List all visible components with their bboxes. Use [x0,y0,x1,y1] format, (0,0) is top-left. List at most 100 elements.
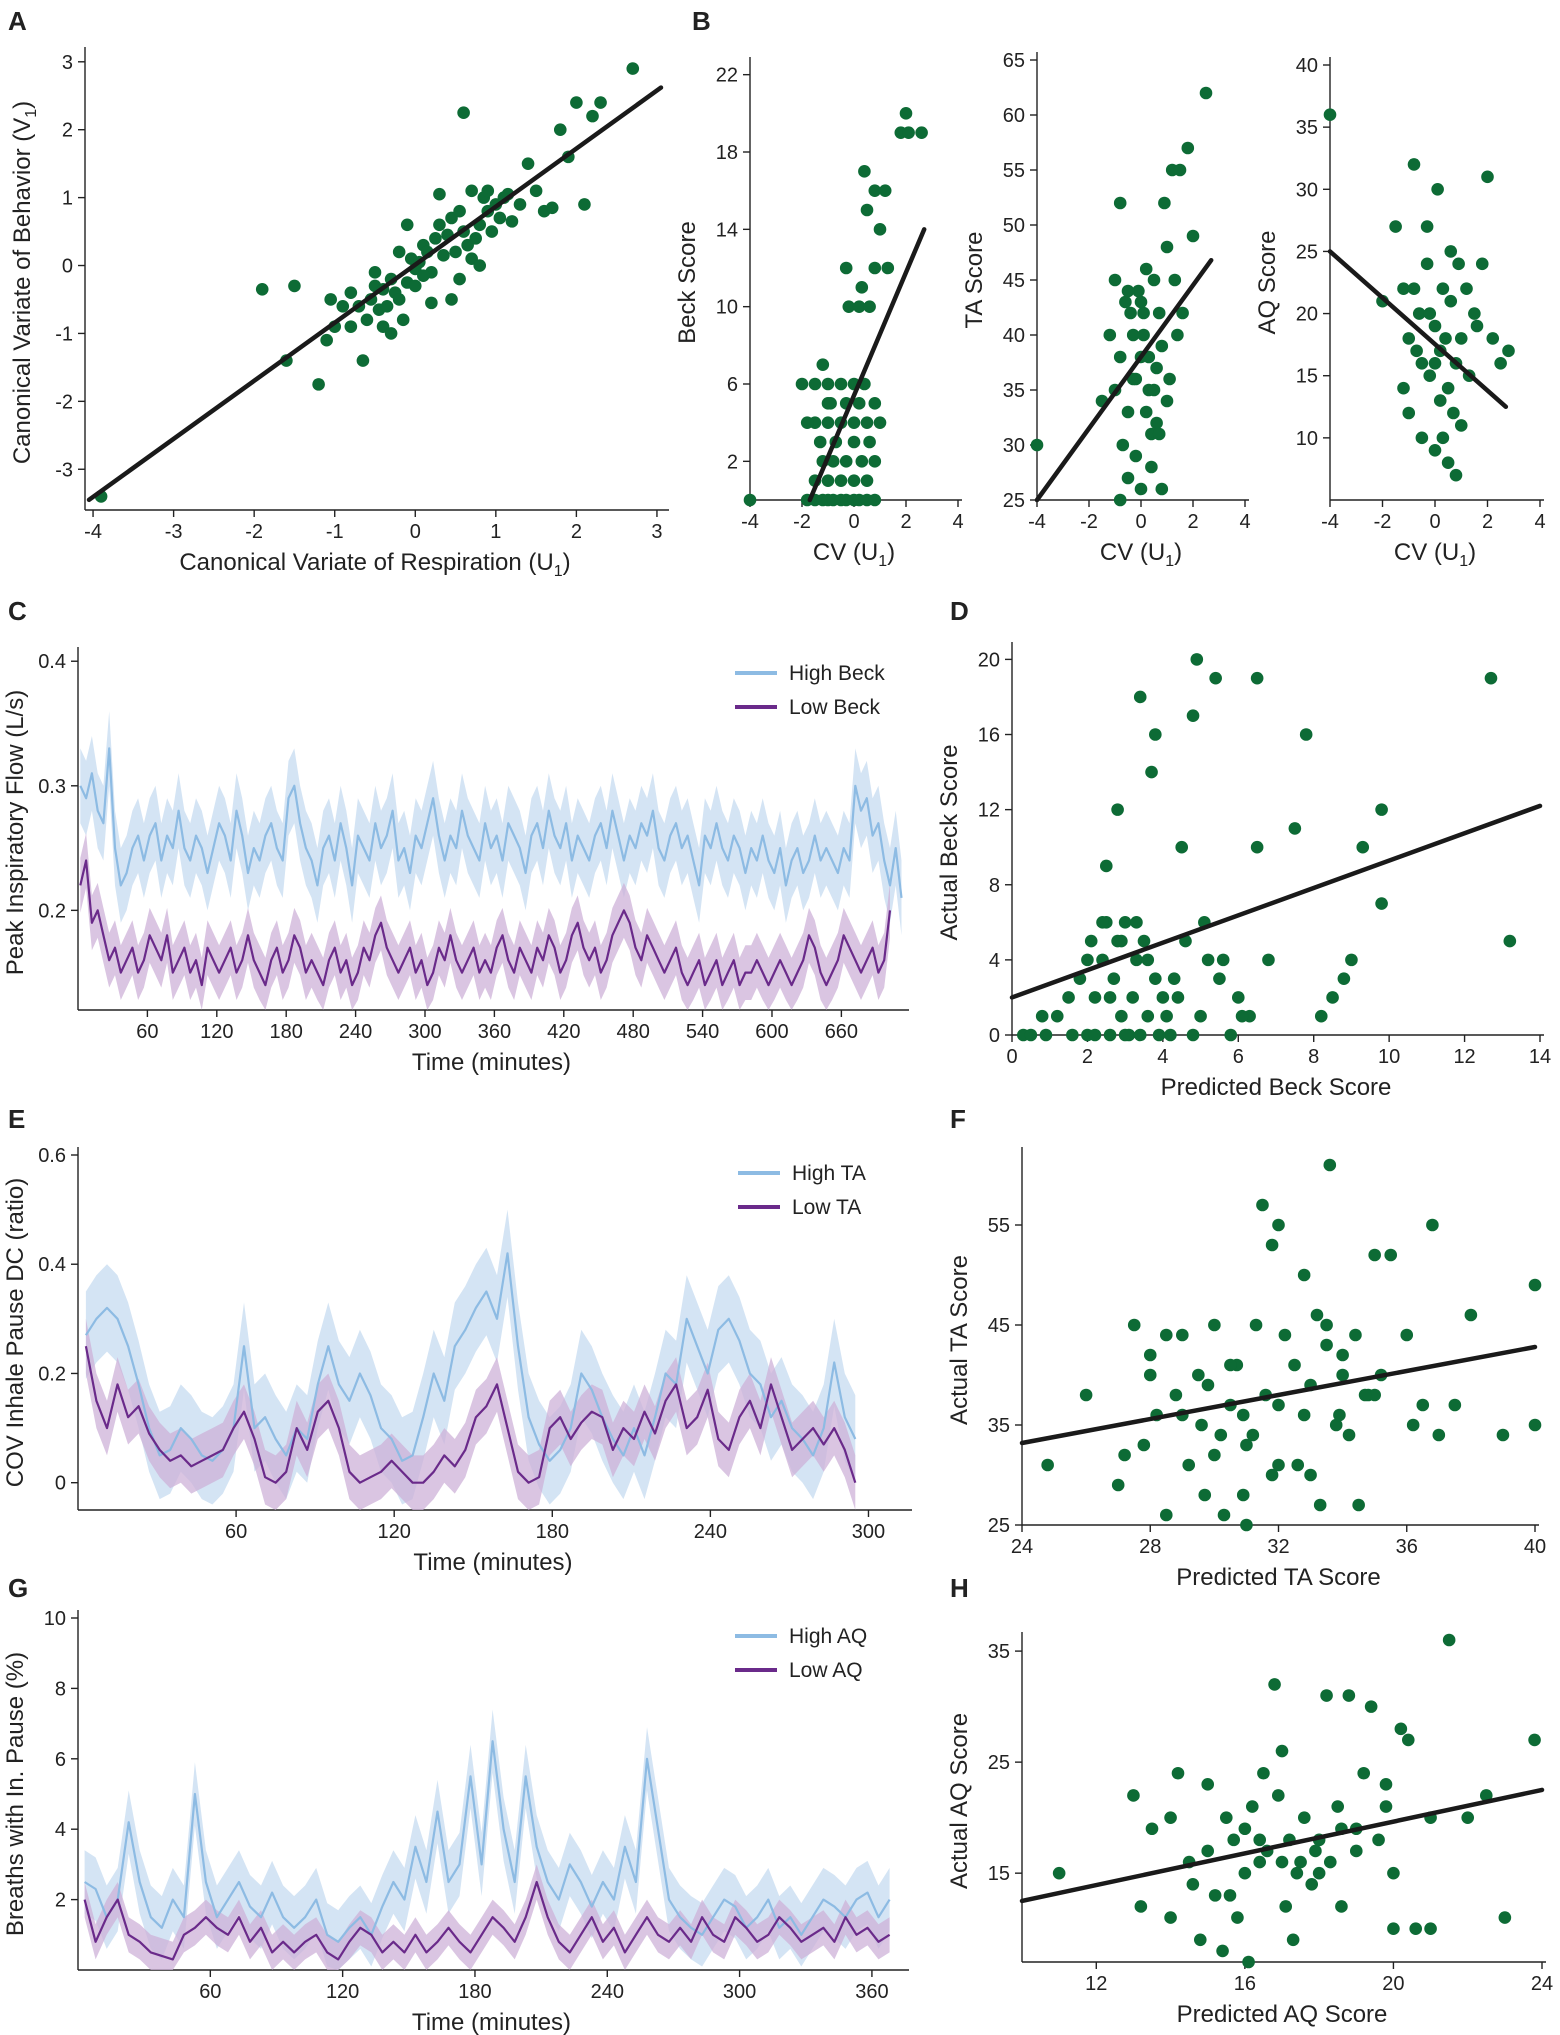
data-point [902,126,915,139]
data-point [626,62,640,75]
data-point [1444,245,1458,258]
data-point [743,493,757,507]
data-point [1164,1028,1177,1042]
x-tick-label: 180 [536,1521,569,1543]
data-point [1214,1428,1228,1442]
data-point [1052,1866,1066,1880]
ylabel-text: Actual AQ Score [946,1713,973,1889]
data-point [1158,196,1171,210]
data-point [816,358,830,371]
x-tick-label: 0 [848,511,859,533]
data-point [1231,1911,1244,1924]
xlabel-subscript: 1 [1459,553,1468,570]
data-point [1099,859,1113,873]
data-point [1290,1866,1304,1880]
data-point [1113,196,1127,210]
x-tick-label: 0 [1429,511,1440,533]
x-tick-label: 4 [952,511,963,533]
data-point [469,232,482,245]
x-tick-label: 360 [478,1021,511,1043]
series-line [79,859,892,987]
data-point [1236,1408,1250,1422]
y-tick-label: 0.2 [38,1363,66,1385]
data-point [1441,381,1455,395]
data-point [1297,1408,1311,1422]
x-tick-label: -2 [1080,511,1098,533]
x-tick-label: 300 [852,1521,885,1543]
data-point [1249,1318,1263,1332]
data-point [1447,406,1460,420]
xlabel-text: Predicted Beck Score [1161,1074,1392,1101]
data-point [1368,1388,1381,1402]
data-point [1201,953,1215,967]
data-point [1139,405,1153,419]
data-point [1223,1889,1237,1902]
legend-label: High TA [792,1162,866,1185]
data-point [1498,1911,1512,1924]
x-tick-label: -2 [793,511,811,533]
chart-h: H 12 16 20 24 15 25 35 Predicted AQ Score Actual … [946,1573,1553,2028]
data-point [1193,1933,1207,1947]
data-point [860,474,874,487]
data-point [1286,1933,1300,1947]
y-tick-label: 35 [988,1641,1010,1663]
data-point [396,313,410,327]
data-point [1496,1428,1510,1442]
data-point [1175,840,1189,854]
data-point [1160,240,1174,254]
data-point [1379,1778,1393,1791]
data-point [1103,1028,1117,1042]
data-point [1160,394,1174,408]
data-point [1279,1900,1293,1913]
x-tick-label: 660 [825,1021,858,1043]
data-point [863,300,876,313]
data-point [863,435,876,449]
data-point [1349,1844,1363,1858]
y-tick-label: 2 [727,451,738,473]
series-line [84,1740,891,1943]
data-point [1424,1922,1437,1935]
data-point [1400,1328,1414,1342]
legend-label: Low Beck [789,696,881,719]
series-line [83,1880,891,1961]
data-point [1201,1844,1215,1858]
data-point [1176,1328,1189,1342]
data-point [1433,394,1447,407]
data-point [1121,284,1135,298]
x-tick-label: -1 [326,521,344,543]
xlabel: Predicted AQ Score [1177,2001,1388,2028]
data-point [1081,953,1094,967]
data-point [1088,1028,1102,1042]
data-point [821,416,835,429]
ylabel: Beck Score [674,221,701,344]
data-point [1111,1478,1125,1492]
data-point [795,377,809,391]
data-point [1186,709,1200,723]
data-point [1167,972,1181,985]
data-point [481,184,495,198]
data-point [1323,108,1337,122]
data-point [1304,1468,1317,1482]
x-tick-label: 240 [591,1981,624,2003]
y-tick-label: 25 [988,1515,1010,1537]
data-point [1406,1418,1420,1432]
data-point [1428,319,1442,333]
ylabel-text: Canonical Variate of Behavior (V [9,118,36,464]
x-tick-label: 0 [1006,1046,1017,1068]
data-point [1201,1378,1215,1392]
data-point [868,184,882,197]
y-tick-label: 14 [716,219,738,241]
data-point [586,109,599,123]
data-point [1201,1778,1215,1791]
data-point [1275,1855,1289,1869]
data-point [1118,1028,1132,1042]
y-tick-label: 18 [716,142,738,164]
data-point [1262,953,1275,967]
xlabel-subscript: 1 [1165,553,1174,570]
data-point [1141,953,1155,967]
data-point [1364,1700,1378,1713]
data-point [1224,1028,1238,1042]
fit-line [1019,1344,1538,1446]
data-point [1288,822,1302,835]
